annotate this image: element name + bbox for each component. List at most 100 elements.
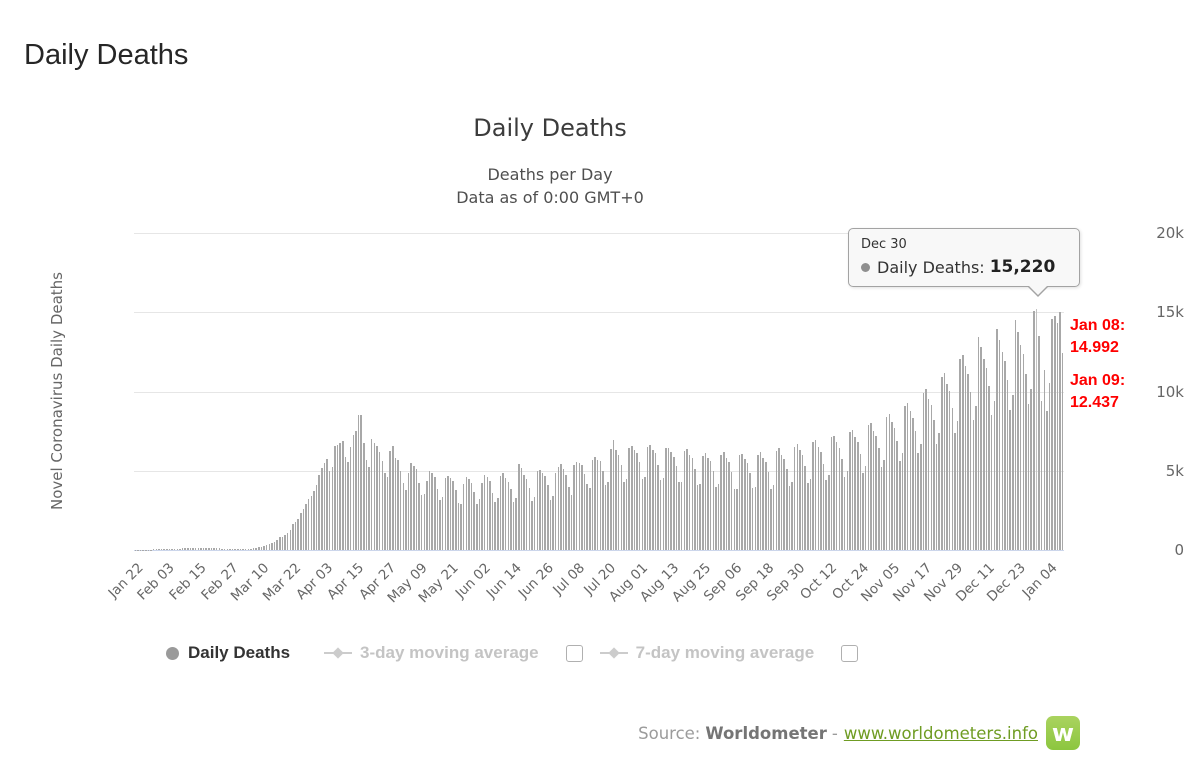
bar[interactable] bbox=[197, 547, 200, 550]
bar[interactable] bbox=[360, 414, 362, 550]
bar[interactable] bbox=[1025, 373, 1027, 550]
bar[interactable] bbox=[518, 464, 520, 550]
bar[interactable] bbox=[334, 445, 336, 550]
bar[interactable] bbox=[909, 411, 912, 550]
bar[interactable] bbox=[525, 479, 528, 550]
bar[interactable] bbox=[683, 451, 686, 550]
bar[interactable] bbox=[830, 437, 833, 550]
bar[interactable] bbox=[239, 548, 242, 550]
bar[interactable] bbox=[901, 452, 904, 550]
bar[interactable] bbox=[152, 549, 155, 550]
bar[interactable] bbox=[336, 444, 339, 550]
bar[interactable] bbox=[638, 462, 641, 550]
bar[interactable] bbox=[486, 477, 489, 550]
bar[interactable] bbox=[428, 471, 431, 550]
bar[interactable] bbox=[229, 549, 231, 550]
bar[interactable] bbox=[625, 478, 628, 550]
bar[interactable] bbox=[628, 448, 630, 550]
bar[interactable] bbox=[864, 466, 867, 550]
bar[interactable] bbox=[1009, 409, 1011, 550]
bar[interactable] bbox=[967, 374, 969, 550]
bar[interactable] bbox=[688, 454, 691, 550]
bar[interactable] bbox=[468, 479, 470, 550]
bar[interactable] bbox=[754, 486, 757, 550]
bar[interactable] bbox=[1046, 410, 1048, 550]
bar[interactable] bbox=[612, 440, 615, 550]
bar[interactable] bbox=[943, 373, 946, 550]
bar[interactable] bbox=[323, 463, 326, 550]
bar[interactable] bbox=[820, 452, 822, 550]
bar[interactable] bbox=[746, 463, 749, 550]
bar[interactable] bbox=[691, 457, 693, 550]
bar[interactable] bbox=[1017, 331, 1019, 550]
bar[interactable] bbox=[502, 473, 504, 550]
bar[interactable] bbox=[1012, 394, 1014, 550]
bar[interactable] bbox=[849, 432, 851, 550]
bar[interactable] bbox=[407, 472, 410, 550]
bar[interactable] bbox=[265, 544, 268, 550]
bar[interactable] bbox=[767, 472, 770, 550]
bar[interactable] bbox=[1006, 380, 1009, 550]
bar[interactable] bbox=[1043, 369, 1046, 550]
bar[interactable] bbox=[244, 548, 247, 550]
bar[interactable] bbox=[675, 465, 678, 550]
bar[interactable] bbox=[678, 482, 680, 550]
bar[interactable] bbox=[189, 547, 192, 550]
bar[interactable] bbox=[796, 444, 799, 550]
bar[interactable] bbox=[720, 454, 722, 550]
bar[interactable] bbox=[757, 455, 759, 550]
bar[interactable] bbox=[770, 488, 772, 550]
bar[interactable] bbox=[786, 469, 788, 550]
bar[interactable] bbox=[273, 541, 276, 550]
bar[interactable] bbox=[809, 478, 812, 550]
bar[interactable] bbox=[604, 484, 607, 550]
bar[interactable] bbox=[581, 465, 583, 550]
bar[interactable] bbox=[985, 367, 988, 550]
bar[interactable] bbox=[318, 475, 320, 550]
bar[interactable] bbox=[237, 549, 239, 550]
bar[interactable] bbox=[938, 433, 940, 550]
bar[interactable] bbox=[725, 457, 728, 550]
bar[interactable] bbox=[476, 503, 478, 550]
bar[interactable] bbox=[1056, 322, 1059, 550]
bar[interactable] bbox=[307, 499, 310, 550]
bar[interactable] bbox=[680, 482, 683, 550]
bar[interactable] bbox=[181, 548, 184, 550]
bar[interactable] bbox=[1014, 320, 1017, 550]
bar[interactable] bbox=[171, 548, 173, 550]
bar[interactable] bbox=[444, 478, 447, 550]
bar[interactable] bbox=[596, 459, 599, 550]
bar[interactable] bbox=[302, 509, 305, 550]
bar[interactable] bbox=[483, 474, 486, 550]
bar[interactable] bbox=[707, 457, 709, 550]
bar[interactable] bbox=[867, 425, 870, 550]
bar[interactable] bbox=[279, 537, 281, 550]
bar[interactable] bbox=[365, 460, 368, 550]
bar[interactable] bbox=[344, 457, 347, 550]
bar[interactable] bbox=[389, 450, 391, 550]
bar[interactable] bbox=[420, 495, 423, 550]
bar[interactable] bbox=[575, 461, 578, 550]
bar[interactable] bbox=[1035, 308, 1038, 550]
bar[interactable] bbox=[885, 416, 888, 550]
bar[interactable] bbox=[1048, 383, 1051, 550]
bar[interactable] bbox=[914, 431, 917, 550]
bar[interactable] bbox=[449, 477, 452, 550]
bar[interactable] bbox=[972, 419, 975, 550]
bar[interactable] bbox=[1051, 318, 1053, 550]
bar[interactable] bbox=[610, 448, 612, 550]
bar[interactable] bbox=[673, 456, 675, 550]
bar[interactable] bbox=[1059, 312, 1061, 550]
bar[interactable] bbox=[838, 447, 841, 550]
bar[interactable] bbox=[460, 504, 462, 550]
bar[interactable] bbox=[833, 435, 835, 550]
bar[interactable] bbox=[801, 455, 804, 550]
bar[interactable] bbox=[373, 443, 376, 550]
bar[interactable] bbox=[213, 548, 215, 550]
bar[interactable] bbox=[591, 459, 594, 550]
bar[interactable] bbox=[497, 498, 499, 550]
bar[interactable] bbox=[1004, 360, 1006, 550]
bar[interactable] bbox=[434, 477, 436, 550]
worldometer-logo-icon[interactable]: w bbox=[1046, 716, 1080, 750]
bar[interactable] bbox=[268, 544, 271, 550]
